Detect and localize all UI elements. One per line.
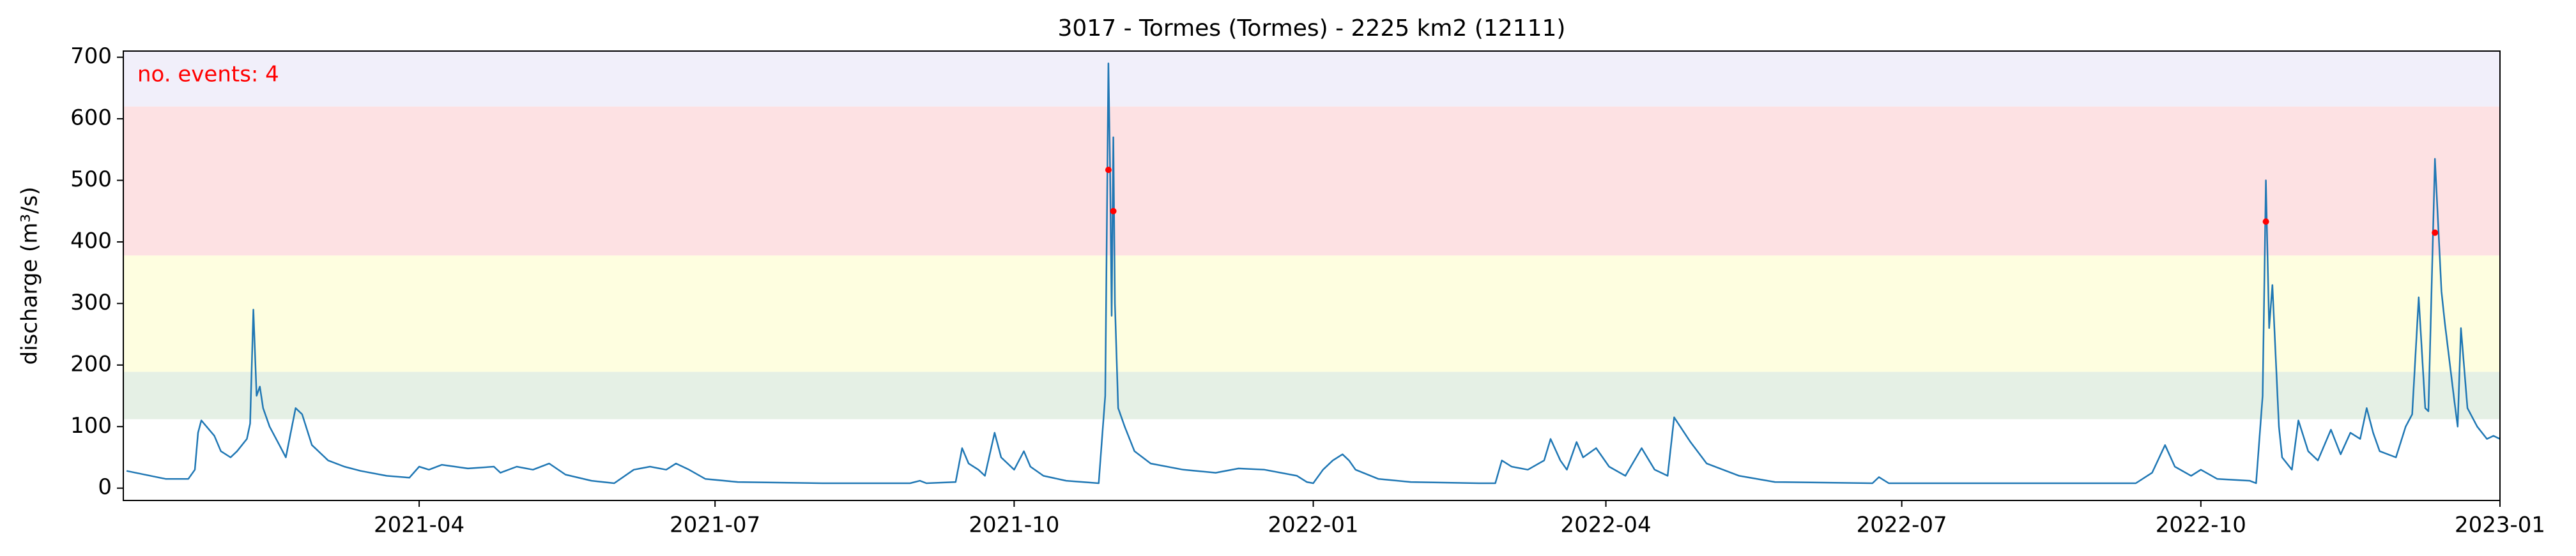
event-point — [2262, 218, 2269, 225]
x-tick-label: 2022-01 — [1268, 513, 1359, 538]
plot-frame — [123, 50, 2501, 501]
y-tick-label: 100 — [70, 413, 112, 439]
x-tick-label: 2021-04 — [374, 513, 464, 538]
event-point — [2432, 229, 2439, 236]
threshold-band — [123, 372, 2500, 419]
y-tick-label: 0 — [98, 474, 112, 500]
threshold-band — [123, 106, 2500, 256]
y-tick-label: 700 — [70, 43, 112, 69]
threshold-band — [123, 51, 2500, 107]
y-tick-label: 600 — [70, 105, 112, 131]
x-tick-label: 2023-01 — [2455, 513, 2545, 538]
y-tick-label: 500 — [70, 167, 112, 192]
threshold-band — [123, 255, 2500, 372]
y-tick-label: 400 — [70, 228, 112, 253]
x-tick-label: 2022-07 — [1857, 513, 1947, 538]
x-tick-label: 2021-10 — [969, 513, 1059, 538]
y-tick-label: 300 — [70, 290, 112, 315]
x-tick-label: 2022-04 — [1561, 513, 1652, 538]
discharge-line — [126, 63, 2501, 485]
y-axis-label: discharge (m³/s) — [17, 187, 43, 365]
chart-title: 3017 - Tormes (Tormes) - 2225 km2 (12111… — [1058, 15, 1566, 41]
event-point — [1105, 167, 1112, 174]
x-tick-label: 2021-07 — [670, 513, 760, 538]
annotation: no. events: 4 — [137, 62, 279, 87]
y-tick-label: 200 — [70, 351, 112, 377]
event-point — [1110, 207, 1117, 214]
x-tick-label: 2022-10 — [2156, 513, 2246, 538]
